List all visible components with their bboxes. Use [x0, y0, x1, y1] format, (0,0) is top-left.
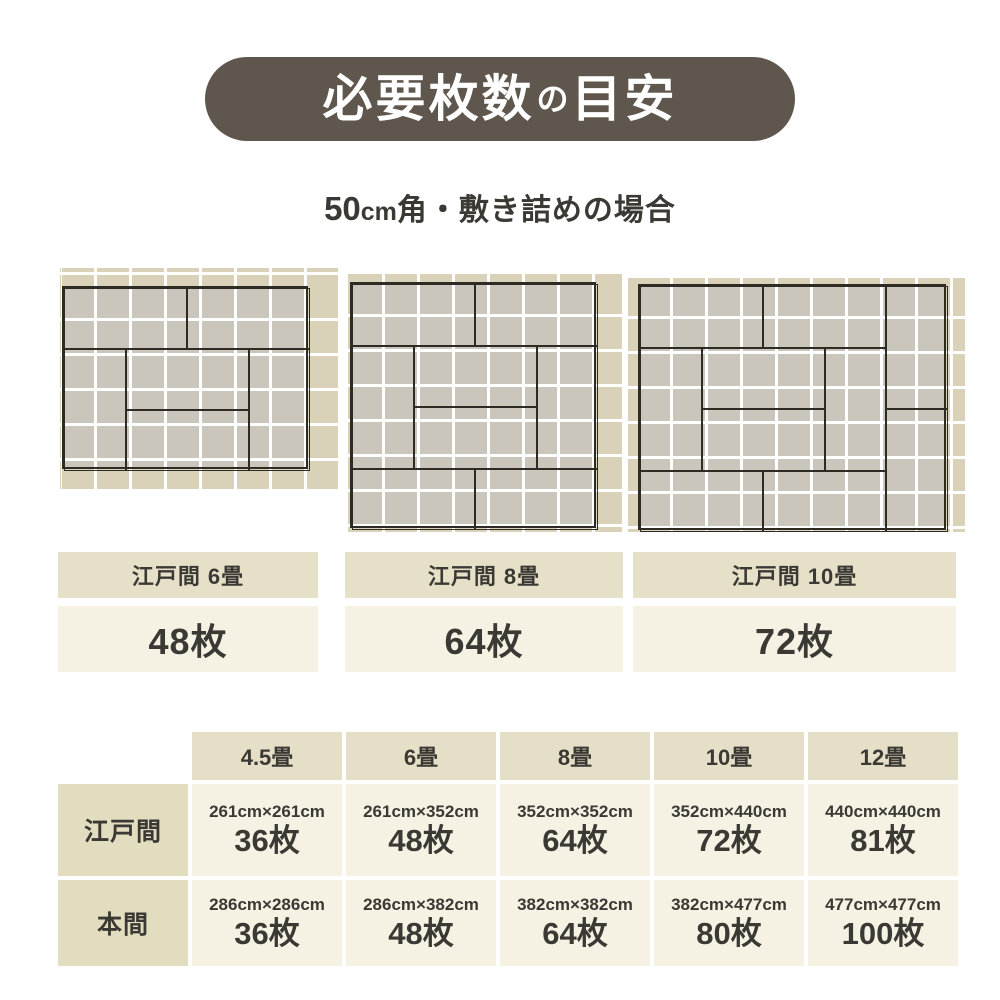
- row-label-edoma: 江戸間: [58, 784, 188, 876]
- tatami-mat: [640, 470, 764, 533]
- cell-tile-count: 72枚: [696, 822, 762, 858]
- tile-grid-lines: [348, 274, 622, 532]
- table-corner-spacer: [58, 732, 188, 780]
- tatami-mat: [886, 286, 948, 410]
- table-cell: 352cm×352cm 64枚: [500, 784, 650, 876]
- row-label-honma: 本間: [58, 880, 188, 966]
- cell-dimensions: 286cm×286cm: [209, 894, 325, 914]
- tatami-mat: [640, 347, 702, 471]
- cell-dimensions: 477cm×477cm: [825, 894, 941, 914]
- table-cell: 286cm×286cm 36枚: [192, 880, 342, 966]
- room-outline: [62, 286, 311, 471]
- cell-dimensions: 440cm×440cm: [825, 801, 941, 821]
- tatami-mat: [248, 348, 311, 471]
- card-tile-count: 48枚: [58, 606, 318, 672]
- subtitle-number: 50: [324, 190, 361, 227]
- subtitle-text: 角・敷き詰めの場合: [396, 194, 676, 227]
- cell-tile-count: 48枚: [388, 915, 454, 951]
- table-cell: 382cm×382cm 64枚: [500, 880, 650, 966]
- tatami-mat: [352, 284, 476, 346]
- diagram-edoma-8jo: [348, 274, 622, 532]
- tatami-mat: [125, 409, 249, 471]
- tatami-mat: [64, 288, 188, 349]
- cell-dimensions: 352cm×352cm: [517, 801, 633, 821]
- tatami-mat: [824, 347, 887, 471]
- cell-tile-count: 64枚: [542, 822, 608, 858]
- tatami-mat: [413, 345, 537, 408]
- subtitle-unit: cm: [360, 198, 397, 226]
- card-tile-count: 64枚: [345, 606, 623, 672]
- table-cell: 382cm×477cm 80枚: [654, 880, 804, 966]
- tatami-mat: [763, 470, 887, 533]
- summary-card-8jo: 江戸間 8畳 64枚: [345, 552, 623, 672]
- cell-tile-count: 100枚: [841, 915, 925, 951]
- title-pill: 必要枚数 の 目安: [205, 57, 795, 141]
- tatami-mat: [125, 348, 249, 410]
- cell-tile-count: 64枚: [542, 915, 608, 951]
- card-room-label: 江戸間 10畳: [633, 552, 956, 598]
- room-outline: [638, 284, 948, 533]
- cell-dimensions: 382cm×382cm: [517, 894, 633, 914]
- column-header-8jo: 8畳: [500, 732, 650, 780]
- tatami-mat: [701, 347, 825, 410]
- tatami-mat: [413, 407, 537, 469]
- summary-card-10jo: 江戸間 10畳 72枚: [633, 552, 956, 672]
- column-header-12jo: 12畳: [808, 732, 958, 780]
- cell-dimensions: 286cm×382cm: [363, 894, 479, 914]
- cell-tile-count: 80枚: [696, 915, 762, 951]
- cell-tile-count: 81枚: [850, 822, 916, 858]
- tatami-mat: [352, 468, 476, 531]
- diagram-edoma-6jo: [60, 268, 338, 489]
- cell-dimensions: 261cm×352cm: [363, 801, 479, 821]
- cell-tile-count: 48枚: [388, 822, 454, 858]
- tatami-mat: [187, 288, 311, 349]
- cell-dimensions: 382cm×477cm: [671, 894, 787, 914]
- table-cell: 477cm×477cm 100枚: [808, 880, 958, 966]
- cell-dimensions: 352cm×440cm: [671, 801, 787, 821]
- tatami-mat: [886, 409, 948, 533]
- tatami-mat: [763, 286, 887, 348]
- table-cell: 261cm×352cm 48枚: [346, 784, 496, 876]
- room-outline: [350, 282, 599, 531]
- subtitle: 50cm角・敷き詰めの場合: [0, 190, 1000, 235]
- page-title-main: 必要枚数: [322, 71, 535, 127]
- cell-tile-count: 36枚: [234, 915, 300, 951]
- tatami-mat: [475, 468, 599, 531]
- card-tile-count: 72枚: [633, 606, 956, 672]
- tatami-mat: [352, 345, 414, 469]
- page-title-main2: 目安: [571, 71, 678, 127]
- cell-dimensions: 261cm×261cm: [209, 801, 325, 821]
- summary-card-6jo: 江戸間 6畳 48枚: [58, 552, 318, 672]
- table-cell: 440cm×440cm 81枚: [808, 784, 958, 876]
- table-cell: 286cm×382cm 48枚: [346, 880, 496, 966]
- table-cell: 352cm×440cm 72枚: [654, 784, 804, 876]
- tatami-mat: [701, 409, 825, 471]
- column-header-6jo: 6畳: [346, 732, 496, 780]
- tatami-mat: [640, 286, 764, 348]
- card-room-label: 江戸間 6畳: [58, 552, 318, 598]
- column-header-10jo: 10畳: [654, 732, 804, 780]
- page-title-particle: の: [536, 81, 570, 117]
- tatami-mat: [536, 345, 599, 469]
- table-cell: 261cm×261cm 36枚: [192, 784, 342, 876]
- size-comparison-table: 4.5畳 6畳 8畳 10畳 12畳 江戸間 261cm×261cm 36枚 2…: [58, 732, 958, 966]
- card-room-label: 江戸間 8畳: [345, 552, 623, 598]
- diagram-edoma-10jo: [628, 278, 965, 533]
- tile-grid-lines: [60, 268, 338, 489]
- tatami-mat: [64, 348, 126, 471]
- tatami-mat: [475, 284, 599, 346]
- column-header-4-5jo: 4.5畳: [192, 732, 342, 780]
- cell-tile-count: 36枚: [234, 822, 300, 858]
- tile-grid-lines: [628, 278, 965, 532]
